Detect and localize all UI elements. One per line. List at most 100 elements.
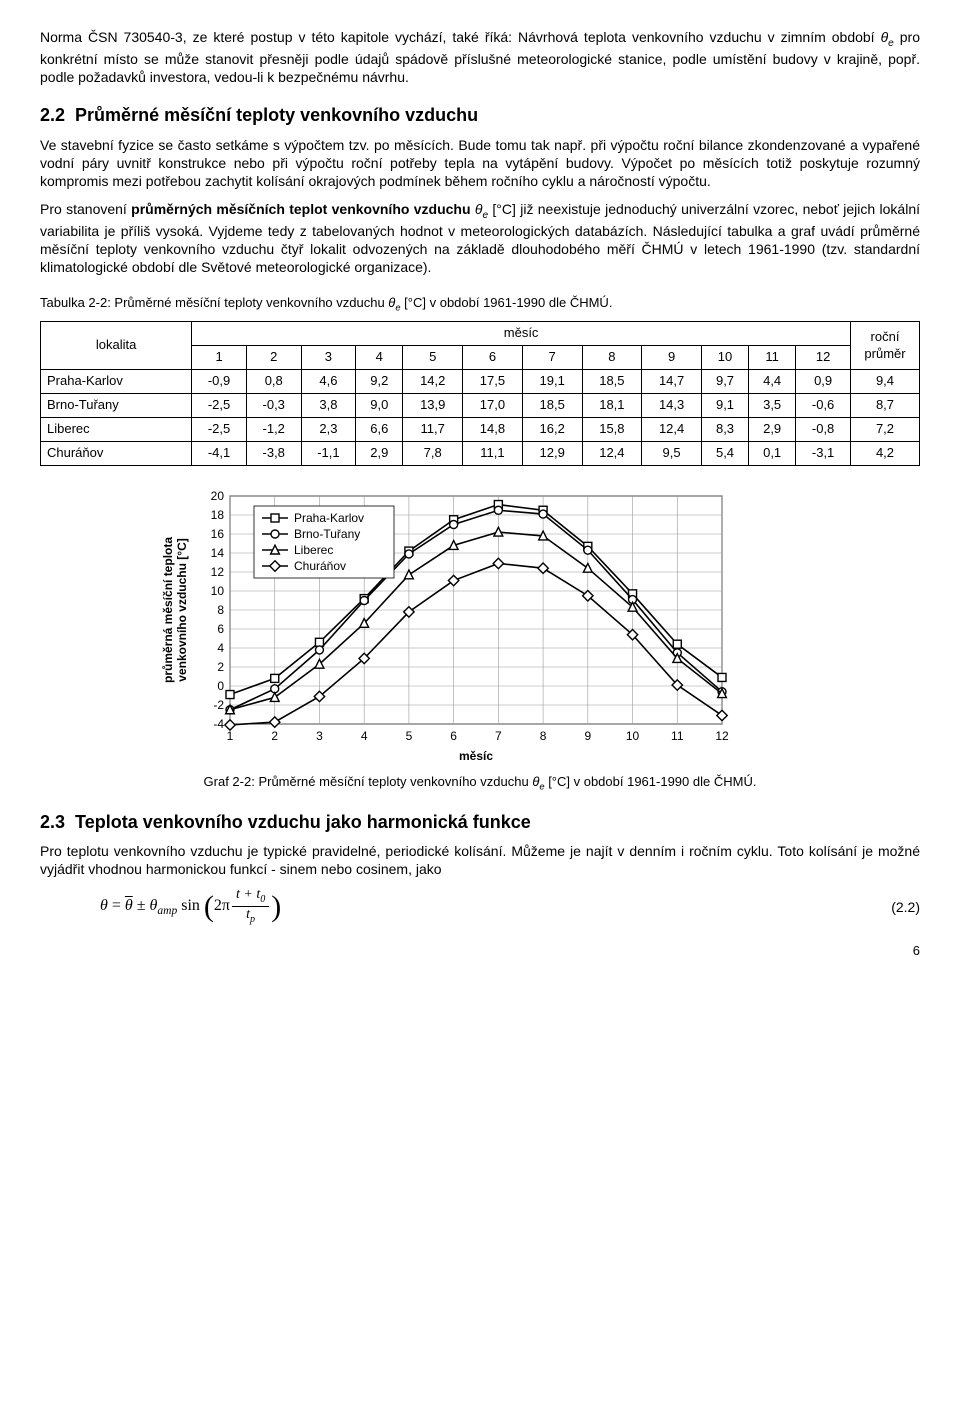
svg-text:6: 6 — [217, 622, 224, 636]
cell-locality: Brno-Tuřany — [41, 394, 192, 418]
th-month: 7 — [522, 346, 582, 370]
cell-avg: 7,2 — [851, 417, 920, 441]
th-month: 10 — [701, 346, 748, 370]
table-caption: Tabulka 2-2: Průměrné měsíční teploty ve… — [40, 295, 920, 314]
temperature-chart: -4-202468101214161820123456789101112měsí… — [160, 484, 740, 764]
cell-value: 19,1 — [522, 370, 582, 394]
page-number: 6 — [40, 943, 920, 960]
para-3: Pro stanovení průměrných měsíčních teplo… — [40, 200, 920, 276]
svg-text:20: 20 — [211, 489, 225, 503]
svg-text:10: 10 — [211, 584, 225, 598]
section-2-2-heading: 2.2 Průměrné měsíční teploty venkovního … — [40, 104, 920, 127]
cell-value: 14,3 — [642, 394, 702, 418]
svg-text:8: 8 — [217, 603, 224, 617]
cell-value: -0,9 — [192, 370, 247, 394]
cell-value: 11,1 — [463, 441, 523, 465]
cell-value: 4,4 — [749, 370, 796, 394]
cell-value: 16,2 — [522, 417, 582, 441]
th-month: 1 — [192, 346, 247, 370]
equation-2-2: θ = θ ± θamp sin (2π t + t0tp) (2.2) — [40, 888, 920, 925]
cell-value: 9,7 — [701, 370, 748, 394]
svg-text:venkovního vzduchu [°C]: venkovního vzduchu [°C] — [175, 538, 189, 681]
svg-text:18: 18 — [211, 508, 225, 522]
para-4: Pro teplotu venkovního vzduchu je typick… — [40, 842, 920, 878]
cell-value: 14,7 — [642, 370, 702, 394]
cell-value: 6,6 — [356, 417, 403, 441]
cell-value: 9,1 — [701, 394, 748, 418]
svg-text:2: 2 — [217, 660, 224, 674]
svg-text:16: 16 — [211, 527, 225, 541]
cell-value: 0,8 — [246, 370, 301, 394]
svg-text:2: 2 — [271, 729, 278, 743]
cell-value: 4,6 — [301, 370, 356, 394]
svg-text:14: 14 — [211, 546, 225, 560]
cell-value: -2,5 — [192, 417, 247, 441]
cell-value: 15,8 — [582, 417, 642, 441]
svg-text:1: 1 — [227, 729, 234, 743]
cell-value: -0,6 — [796, 394, 851, 418]
cell-avg: 9,4 — [851, 370, 920, 394]
th-month: 11 — [749, 346, 796, 370]
svg-text:Churáňov: Churáňov — [294, 559, 346, 573]
svg-text:12: 12 — [211, 565, 225, 579]
cell-value: 14,2 — [403, 370, 463, 394]
temperature-table: lokalita měsíc roční průměr 123456789101… — [40, 321, 920, 465]
cell-locality: Liberec — [41, 417, 192, 441]
cell-value: 18,5 — [582, 370, 642, 394]
svg-text:7: 7 — [495, 729, 502, 743]
para-1: Norma ČSN 730540-3, ze které postup v té… — [40, 28, 920, 86]
th-rocni: roční průměr — [851, 322, 920, 370]
th-month: 5 — [403, 346, 463, 370]
cell-locality: Praha-Karlov — [41, 370, 192, 394]
cell-value: 13,9 — [403, 394, 463, 418]
cell-value: 3,5 — [749, 394, 796, 418]
cell-value: 2,9 — [749, 417, 796, 441]
cell-value: 9,2 — [356, 370, 403, 394]
svg-text:8: 8 — [540, 729, 547, 743]
theta-e-symbol: θe — [881, 29, 894, 45]
th-mesic: měsíc — [192, 322, 851, 346]
cell-value: 9,5 — [642, 441, 702, 465]
th-month: 6 — [463, 346, 523, 370]
th-month: 12 — [796, 346, 851, 370]
svg-text:průměrná měsíční teplota: průměrná měsíční teplota — [161, 536, 175, 682]
cell-value: -2,5 — [192, 394, 247, 418]
cell-value: -1,2 — [246, 417, 301, 441]
cell-avg: 4,2 — [851, 441, 920, 465]
svg-text:5: 5 — [406, 729, 413, 743]
cell-value: 5,4 — [701, 441, 748, 465]
svg-text:Brno-Tuřany: Brno-Tuřany — [294, 527, 360, 541]
section-2-3-heading: 2.3 Teplota venkovního vzduchu jako harm… — [40, 811, 920, 834]
cell-value: -0,8 — [796, 417, 851, 441]
th-month: 2 — [246, 346, 301, 370]
cell-value: 18,1 — [582, 394, 642, 418]
svg-text:0: 0 — [217, 679, 224, 693]
svg-text:-2: -2 — [213, 698, 224, 712]
svg-text:6: 6 — [450, 729, 457, 743]
cell-value: 2,3 — [301, 417, 356, 441]
svg-text:Praha-Karlov: Praha-Karlov — [294, 511, 364, 525]
cell-value: -4,1 — [192, 441, 247, 465]
table-row: Liberec-2,5-1,22,36,611,714,816,215,812,… — [41, 417, 920, 441]
svg-text:9: 9 — [584, 729, 591, 743]
svg-text:12: 12 — [715, 729, 729, 743]
table-row: Praha-Karlov-0,90,84,69,214,217,519,118,… — [41, 370, 920, 394]
cell-value: 8,3 — [701, 417, 748, 441]
cell-value: -1,1 — [301, 441, 356, 465]
th-month: 4 — [356, 346, 403, 370]
cell-value: 7,8 — [403, 441, 463, 465]
para-2: Ve stavební fyzice se často setkáme s vý… — [40, 136, 920, 191]
cell-value: 0,9 — [796, 370, 851, 394]
svg-text:4: 4 — [361, 729, 368, 743]
th-lokalita: lokalita — [41, 322, 192, 370]
table-row: Churáňov-4,1-3,8-1,12,97,811,112,912,49,… — [41, 441, 920, 465]
cell-value: -3,8 — [246, 441, 301, 465]
cell-value: 9,0 — [356, 394, 403, 418]
th-month: 3 — [301, 346, 356, 370]
svg-text:-4: -4 — [213, 717, 224, 731]
figure-caption: Graf 2-2: Průměrné měsíční teploty venko… — [40, 774, 920, 793]
svg-text:4: 4 — [217, 641, 224, 655]
cell-value: 3,8 — [301, 394, 356, 418]
svg-text:10: 10 — [626, 729, 640, 743]
th-month: 9 — [642, 346, 702, 370]
